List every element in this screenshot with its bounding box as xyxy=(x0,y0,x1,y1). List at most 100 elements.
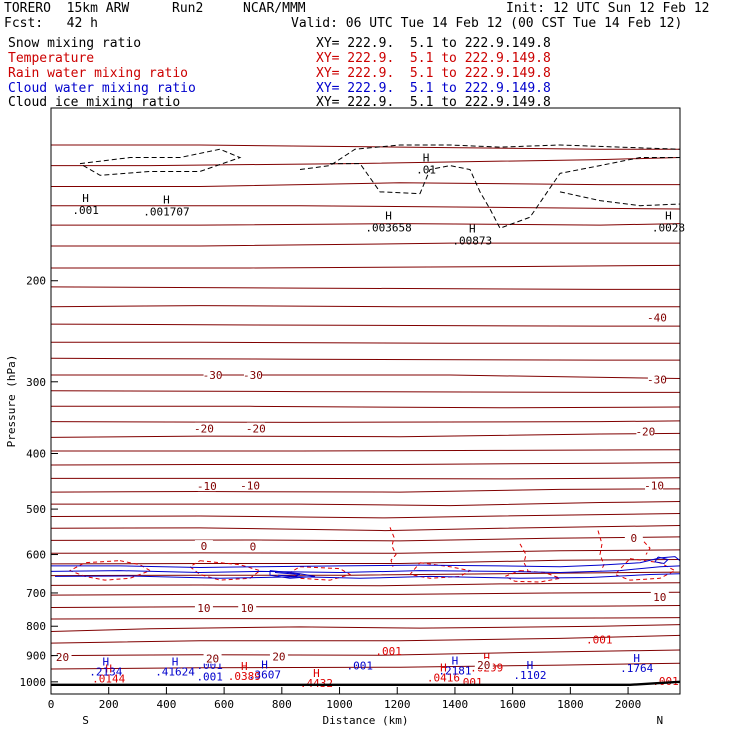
endpoint-left: S xyxy=(82,714,89,727)
isotherm-label-bg xyxy=(624,532,643,544)
isotherm-label: -10 xyxy=(240,480,260,493)
isotherm-line xyxy=(50,462,681,466)
cloud-water-max-marker: H xyxy=(261,659,268,672)
rain-max-value: .001 xyxy=(456,676,483,689)
isotherm-label: -10 xyxy=(644,480,664,493)
snow-max-value: .01 xyxy=(416,163,436,176)
legend-cloud-water-label: Cloud water mixing ratio xyxy=(8,81,196,96)
rain-contour xyxy=(643,541,651,555)
cloud-water-max-value: .001 xyxy=(196,671,223,684)
rain-max-value: .001 xyxy=(375,645,402,658)
isotherm-line xyxy=(50,604,681,608)
cloud-water-max-marker: H xyxy=(172,656,179,669)
isotherm-line xyxy=(50,617,681,620)
legend-cloud-ice-xy: XY= 222.9. 5.1 to 222.9.149.8 xyxy=(316,95,551,110)
y-axis-label: Pressure (hPa) xyxy=(5,355,18,448)
isotherm-line xyxy=(50,634,681,644)
rain-max-marker: H xyxy=(483,652,490,665)
isotherm-line xyxy=(50,536,681,542)
rain-max-value: .001 xyxy=(652,675,679,688)
isotherm-line xyxy=(51,449,681,452)
isotherm-line xyxy=(51,477,681,480)
isotherm-label-bg xyxy=(636,425,655,437)
y-tick-label: 1000 xyxy=(20,676,47,689)
isotherm-label-bg xyxy=(474,658,493,670)
isotherm-line xyxy=(50,390,680,393)
legend-cloud-water-xy: XY= 222.9. 5.1 to 222.9.149.8 xyxy=(316,81,551,96)
cloud-water-max-value: .41624 xyxy=(155,666,195,679)
legend-rain-xy: XY= 222.9. 5.1 to 222.9.149.8 xyxy=(316,66,551,81)
isotherm-line xyxy=(50,323,680,327)
cloud-water-max-marker: H xyxy=(527,659,534,672)
legend-snow-label: Snow mixing ratio xyxy=(8,36,142,51)
isotherm-label-bg xyxy=(203,369,222,381)
model-title: TORERO 15km ARW xyxy=(4,1,130,16)
run-label: Run2 xyxy=(172,1,204,16)
snow-max-marker: H xyxy=(82,192,89,205)
snow-contour xyxy=(330,157,680,229)
legend-temperature-label: Temperature xyxy=(8,51,95,66)
cloud-water-contour xyxy=(54,573,681,579)
axes: 0 200 400 600 800 1000 1200 1400 1600 1800 2000200… xyxy=(5,275,663,727)
x-tick-label: 1000 xyxy=(326,698,353,711)
isotherm-label-bg xyxy=(238,601,257,613)
rain-max-value: .4432 xyxy=(300,677,333,690)
y-tick-label: 500 xyxy=(26,503,46,516)
legend-rain-label: Rain water mixing ratio xyxy=(8,66,189,81)
rain-max-value: .001 xyxy=(586,633,613,646)
rain-contour xyxy=(389,527,397,567)
y-tick-label: 400 xyxy=(26,447,46,460)
y-tick-label: 800 xyxy=(26,620,46,633)
isotherm-label-bg xyxy=(243,540,262,552)
isotherm-line xyxy=(51,205,681,210)
snow-max-marker: H xyxy=(385,209,392,222)
isotherm-label-bg xyxy=(203,652,222,664)
x-tick-label: 400 xyxy=(156,698,176,711)
isotherm-label-bg xyxy=(246,422,265,434)
y-tick-label: 300 xyxy=(26,376,46,389)
rain-max-value: .0416 xyxy=(427,671,460,684)
isotherm-line xyxy=(50,420,681,423)
isotherm-label-bg xyxy=(53,650,72,662)
isotherm-line xyxy=(50,513,681,519)
snow-max-marker: H xyxy=(163,194,170,207)
endpoint-right: N xyxy=(656,714,663,727)
x-tick-label: 1800 xyxy=(557,698,584,711)
isotherm-label-bg xyxy=(647,373,666,385)
isotherm-label-bg xyxy=(197,480,216,492)
isotherm-label: 10 xyxy=(197,602,210,615)
isotherm-line xyxy=(51,223,681,226)
legend-snow-xy: XY= 222.9. 5.1 to 222.9.149.8 xyxy=(316,36,551,51)
forecast-hour: Fcst: 42 h xyxy=(4,16,98,31)
isotherm-line xyxy=(50,305,680,308)
isotherm-label: -40 xyxy=(647,312,667,325)
cloud-water-max-value: .2181 xyxy=(438,665,471,678)
snow-max-value: .001 xyxy=(72,204,99,217)
x-tick-label: 200 xyxy=(99,698,119,711)
y-tick-label: 200 xyxy=(26,275,46,288)
isotherm-line xyxy=(51,157,681,167)
x-tick-label: 0 xyxy=(48,698,55,711)
valid-time: Valid: 06 UTC Tue 14 Feb 12 (00 CST Tue … xyxy=(291,16,683,31)
isotherm-line xyxy=(51,405,681,409)
snow-contour xyxy=(559,191,681,207)
legend-temperature-xy: XY= 222.9. 5.1 to 222.9.149.8 xyxy=(316,51,551,66)
cloud-water-max-value: .3607 xyxy=(248,669,281,682)
snow-contour xyxy=(79,148,242,176)
rain-contour xyxy=(519,543,529,571)
x-tick-label: 2000 xyxy=(615,698,642,711)
terrain-line xyxy=(51,680,681,687)
rain-max-marker: H xyxy=(313,667,320,680)
cloud-water-contour xyxy=(269,570,316,579)
isotherm-label-bg xyxy=(269,650,288,662)
isotherm-line xyxy=(51,341,680,344)
isotherm-line xyxy=(50,558,681,565)
org-label: NCAR/MMM xyxy=(243,1,306,16)
isotherm-line xyxy=(50,662,681,670)
isotherm-label: 10 xyxy=(241,602,254,615)
isotherm-line xyxy=(51,501,681,507)
isotherm-line xyxy=(51,144,680,150)
